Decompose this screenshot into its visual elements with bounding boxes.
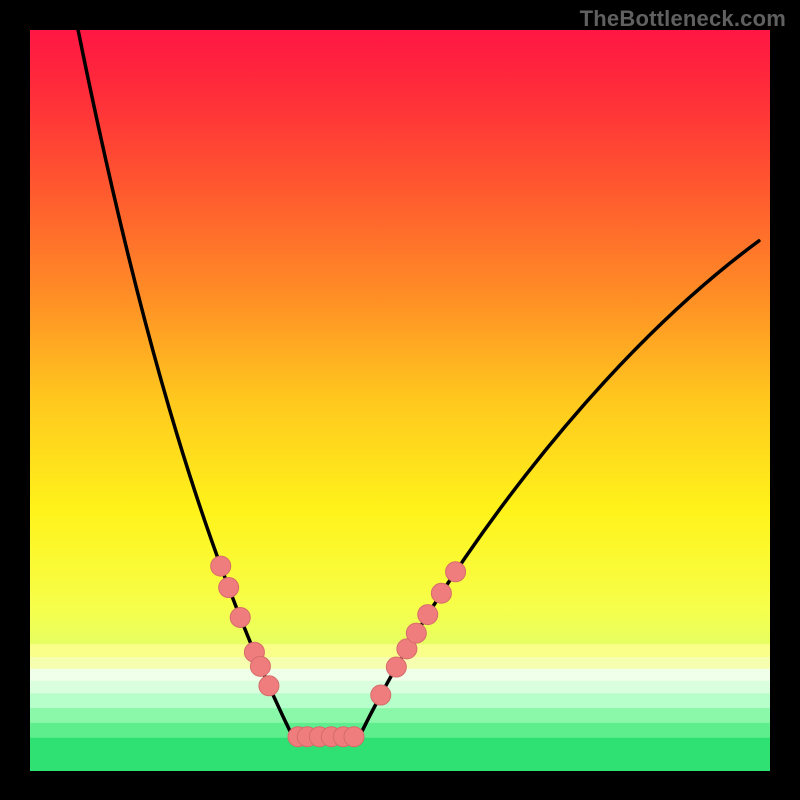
- bottleneck-chart: [0, 0, 800, 800]
- chart-container: TheBottleneck.com: [0, 0, 800, 800]
- curve-marker: [371, 685, 391, 705]
- curve-marker: [219, 578, 239, 598]
- green-band-3: [30, 692, 770, 708]
- curve-marker: [446, 562, 466, 582]
- green-band-4: [30, 680, 770, 694]
- curve-marker: [211, 556, 231, 576]
- curve-marker: [259, 676, 279, 696]
- curve-marker: [250, 656, 270, 676]
- curve-marker: [418, 605, 438, 625]
- curve-marker: [386, 657, 406, 677]
- curve-marker: [344, 727, 364, 747]
- curve-marker: [230, 607, 250, 627]
- curve-marker: [406, 623, 426, 643]
- curve-marker: [431, 583, 451, 603]
- green-band-0: [30, 737, 770, 771]
- green-band-2: [30, 707, 770, 723]
- green-band-1: [30, 722, 770, 738]
